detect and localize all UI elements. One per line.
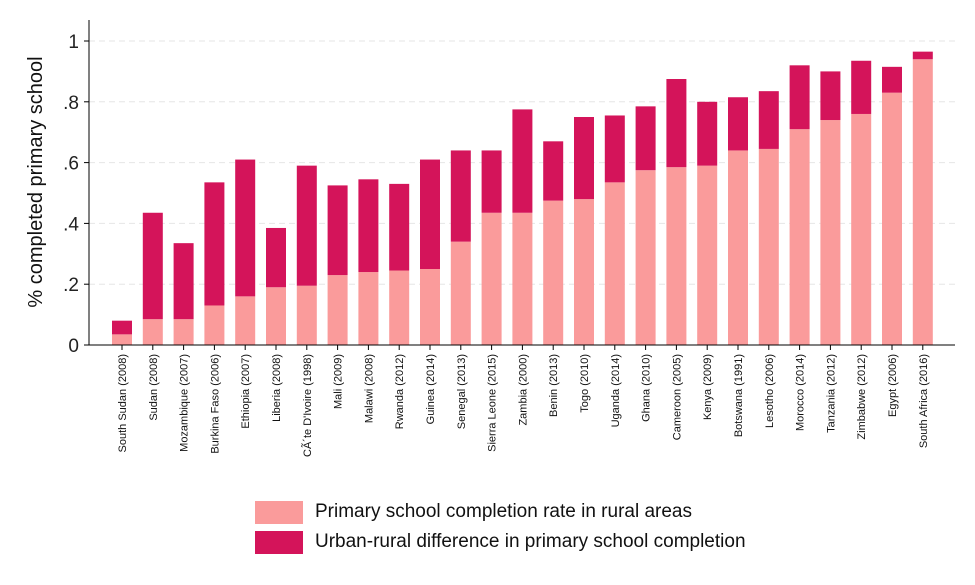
bar-difference	[389, 183, 410, 271]
x-tick-label: Egypt (2006)	[887, 354, 899, 417]
legend-swatch-difference	[255, 530, 303, 554]
x-tick-label: Senegal (2013)	[456, 354, 468, 429]
x-tick-label: Zambia (2000)	[517, 354, 529, 426]
bar-rural	[204, 305, 225, 345]
bar-difference	[574, 117, 594, 200]
bar-rural	[574, 199, 594, 345]
legend-label-difference: Urban-rural difference in primary school…	[315, 531, 746, 552]
y-tick-labels: 0 .2 .4 .6 .8 1	[63, 32, 89, 357]
bar-difference	[204, 182, 225, 306]
bar-difference	[327, 185, 348, 276]
bar-rural	[882, 92, 902, 346]
bar-rural	[112, 334, 132, 345]
legend: Primary school completion rate in rural …	[255, 497, 746, 557]
bar-difference	[728, 97, 748, 151]
bar-rural	[327, 275, 348, 345]
x-tick-label: Botswana (1991)	[733, 354, 745, 437]
y-axis-label: % completed primary school	[25, 56, 47, 307]
legend-item-rural: Primary school completion rate in rural …	[255, 497, 746, 527]
bar-difference	[296, 165, 317, 286]
bar-rural	[789, 129, 810, 345]
x-tick-label: Sudan (2008)	[148, 354, 160, 421]
x-tick-label: Uganda (2014)	[610, 354, 622, 427]
bar-rural	[666, 167, 687, 345]
bar-rural	[851, 113, 872, 346]
x-tick-label: Burkina Faso (2006)	[209, 354, 221, 454]
bar-rural	[358, 272, 379, 345]
bar-difference	[142, 212, 163, 320]
bar-difference	[912, 51, 933, 60]
x-tick-label: Tanzania (2012)	[825, 354, 837, 433]
bar-rural	[604, 182, 625, 345]
bar-rural	[235, 296, 256, 345]
bar-difference	[635, 106, 656, 171]
bar-difference	[266, 227, 286, 288]
bar-difference	[851, 60, 872, 114]
legend-item-difference: Urban-rural difference in primary school…	[255, 527, 746, 557]
x-tick-label: Togo (2010)	[579, 354, 591, 413]
bar-difference	[450, 150, 471, 242]
legend-label-rural: Primary school completion rate in rural …	[315, 501, 692, 522]
x-tick-label: Rwanda (2012)	[394, 354, 406, 429]
x-tick-labels: South Sudan (2008) Sudan (2008) Mozambique…	[117, 345, 930, 457]
bar-rural	[512, 212, 533, 345]
bar-rural	[296, 285, 317, 345]
x-tick-label: Benin (2013)	[548, 354, 560, 417]
bar-difference	[820, 71, 841, 121]
y-tick-label: .2	[63, 275, 79, 296]
x-tick-label: CÃ´te D'Ivoire (1998)	[301, 354, 314, 457]
bar-difference	[604, 115, 625, 183]
bar-difference	[112, 320, 132, 335]
bar-rural	[820, 120, 841, 345]
bar-difference	[882, 66, 902, 93]
bar-difference	[543, 141, 564, 201]
bar-rural	[173, 319, 194, 345]
bar-difference	[420, 159, 440, 269]
bar-difference	[481, 150, 502, 213]
x-tick-label: Mali (2009)	[333, 354, 345, 409]
bar-rural	[543, 200, 564, 345]
x-tick-label: Sierra Leone (2015)	[487, 354, 499, 452]
bar-difference	[235, 159, 256, 297]
bar-difference	[789, 65, 810, 130]
bar-rural	[450, 241, 471, 345]
y-tick-label: .4	[63, 214, 79, 235]
bar-rural	[420, 269, 440, 345]
x-tick-label: Mozambique (2007)	[179, 354, 191, 452]
bar-difference	[358, 179, 379, 273]
x-tick-label: Morocco (2014)	[795, 354, 807, 431]
y-tick-label: 1	[68, 32, 79, 53]
x-tick-label: Ethiopia (2007)	[240, 354, 252, 429]
x-tick-label: Malawi (2008)	[363, 354, 375, 423]
bar-rural	[266, 287, 286, 345]
bars	[112, 51, 933, 346]
y-tick-label: 0	[68, 336, 79, 357]
bar-rural	[389, 270, 410, 345]
bar-rural	[635, 170, 656, 345]
bar-difference	[758, 91, 779, 149]
bar-rural	[481, 212, 502, 345]
bar-difference	[173, 243, 194, 320]
bar-rural	[728, 150, 748, 345]
x-tick-label: Lesotho (2006)	[764, 354, 776, 428]
bar-rural	[142, 319, 163, 345]
x-tick-label: Cameroon (2005)	[671, 354, 683, 440]
x-tick-label: Guinea (2014)	[425, 354, 437, 424]
x-tick-label: South Africa (2016)	[918, 354, 930, 448]
bar-rural	[697, 165, 718, 345]
y-tick-label: .6	[63, 154, 79, 175]
bar-difference	[697, 101, 718, 166]
legend-swatch-rural	[255, 500, 303, 524]
bar-rural	[758, 148, 779, 345]
y-tick-label: .8	[63, 93, 79, 114]
x-tick-label: Ghana (2010)	[641, 354, 653, 422]
bar-difference	[666, 79, 687, 168]
x-tick-label: Kenya (2009)	[702, 354, 714, 420]
bar-rural	[912, 59, 933, 346]
x-tick-label: Liberia (2008)	[271, 354, 283, 422]
bar-difference	[512, 109, 533, 213]
x-tick-label: South Sudan (2008)	[117, 354, 129, 452]
x-tick-label: Zimbabwe (2012)	[856, 354, 868, 440]
